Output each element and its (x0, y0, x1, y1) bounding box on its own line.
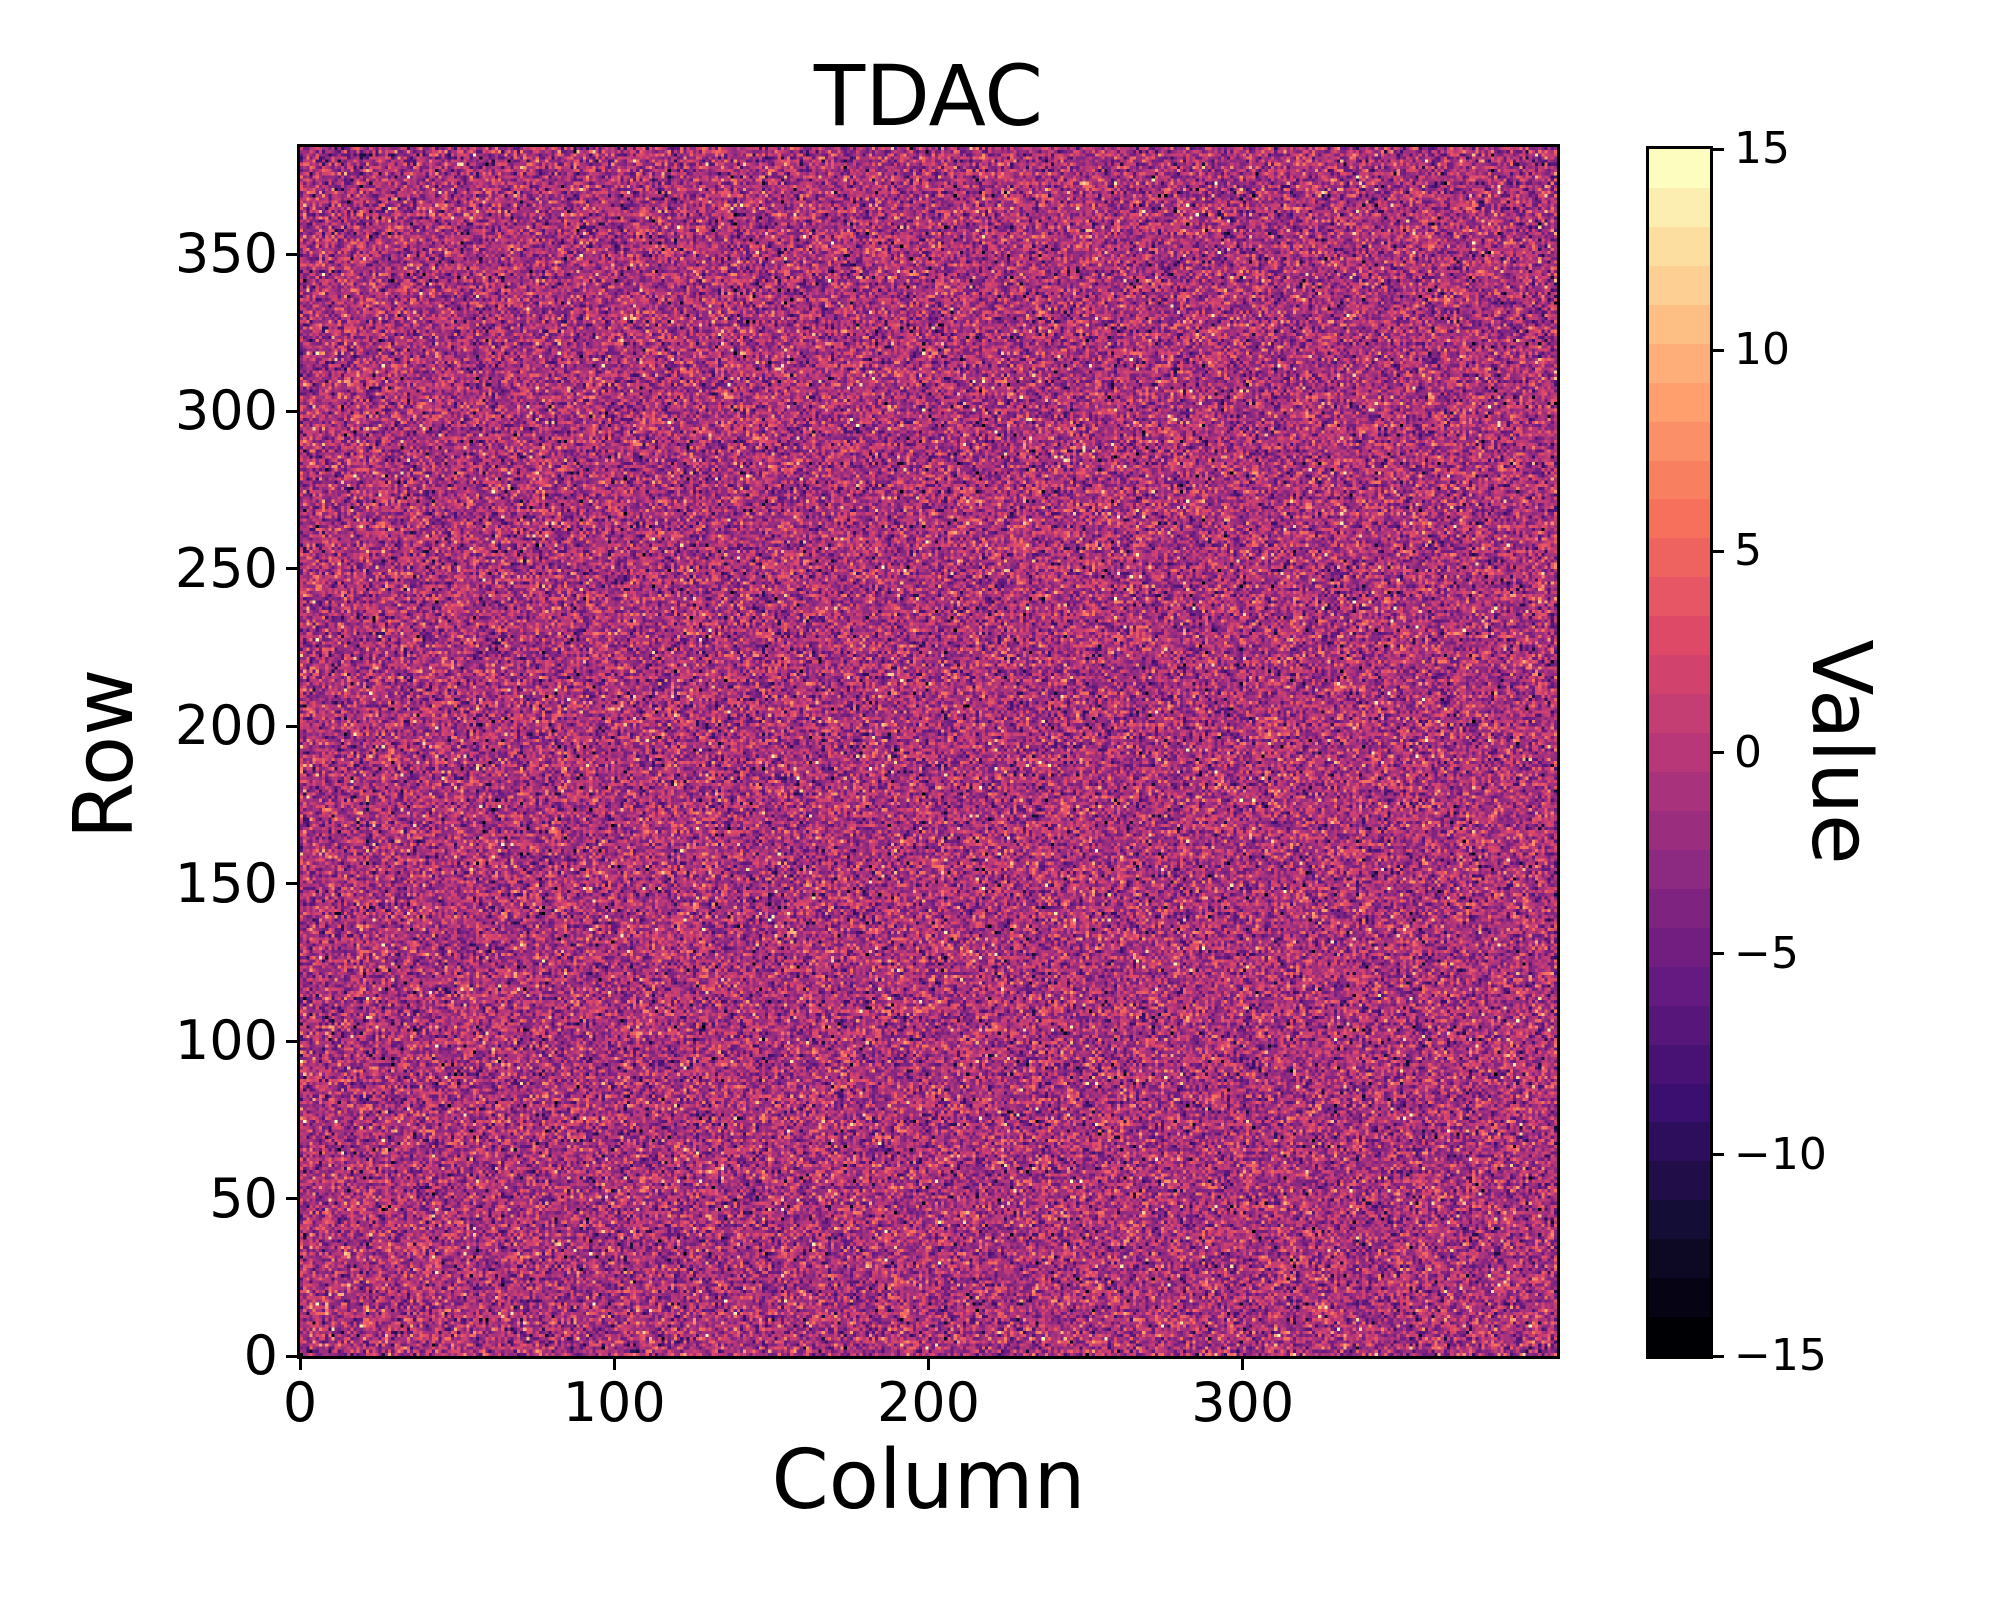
y-tick-mark (286, 567, 300, 571)
colorbar-segment (1649, 888, 1710, 928)
colorbar-segment (1649, 187, 1710, 227)
colorbar-tick-mark (1710, 1354, 1724, 1358)
colorbar-tick-label: 15 (1734, 123, 1790, 174)
colorbar-label: Value (1793, 639, 1888, 865)
y-tick-label: 300 (174, 379, 278, 443)
x-tick-label: 300 (1191, 1371, 1295, 1434)
colorbar-tick-label: 0 (1734, 726, 1762, 778)
colorbar-segment (1649, 1278, 1710, 1318)
y-tick-mark (286, 724, 300, 728)
colorbar-segment (1649, 149, 1710, 188)
colorbar-segment (1649, 460, 1710, 500)
colorbar-segment (1649, 1239, 1710, 1279)
colorbar-segment (1649, 1122, 1710, 1162)
colorbar-segment (1649, 304, 1710, 344)
colorbar-tick-label: −10 (1734, 1128, 1827, 1180)
y-tick-mark (286, 1039, 300, 1043)
y-tick-mark (286, 882, 300, 886)
x-axis-label: Column (771, 1433, 1086, 1528)
colorbar-segment (1649, 1161, 1710, 1201)
y-tick-mark (286, 252, 300, 256)
colorbar-segment (1649, 772, 1710, 811)
colorbar-segment (1649, 538, 1710, 578)
colorbar-segment (1649, 1083, 1710, 1123)
colorbar-segment (1649, 655, 1710, 695)
colorbar-segment (1649, 421, 1710, 461)
x-tick-mark (612, 1356, 616, 1370)
heatmap-image (300, 147, 1557, 1356)
y-axis-label: Row (57, 668, 152, 840)
plot-title: TDAC (813, 47, 1044, 145)
colorbar-segment (1649, 1005, 1710, 1045)
colorbar-segment (1649, 1044, 1710, 1084)
colorbar-segment (1649, 810, 1710, 850)
heatmap-plot-area (297, 144, 1560, 1359)
y-tick-label: 250 (174, 536, 278, 600)
x-tick-mark (298, 1356, 302, 1370)
colorbar-segment (1649, 694, 1710, 734)
y-tick-label: 350 (174, 222, 278, 286)
y-tick-label: 100 (174, 1009, 278, 1073)
colorbar-segment (1649, 733, 1710, 772)
colorbar-tick-label: 10 (1734, 324, 1790, 376)
colorbar-segment (1649, 577, 1710, 617)
colorbar-segment (1649, 226, 1710, 266)
x-tick-label: 0 (282, 1371, 318, 1434)
colorbar-segment (1649, 849, 1710, 889)
x-tick-label: 100 (562, 1371, 666, 1434)
x-tick-mark (927, 1356, 930, 1370)
y-tick-mark (286, 1197, 300, 1201)
colorbar-segment (1649, 616, 1710, 656)
colorbar-segment (1649, 382, 1710, 422)
colorbar-segment (1649, 927, 1710, 967)
colorbar-tick-label: 5 (1734, 525, 1762, 577)
colorbar-segment (1649, 1317, 1710, 1357)
colorbar-segment (1649, 343, 1710, 383)
y-tick-label: 0 (243, 1324, 278, 1387)
colorbar-tick-label: −15 (1734, 1330, 1827, 1381)
colorbar (1646, 146, 1713, 1359)
colorbar-segment (1649, 1200, 1710, 1240)
colorbar-tick-mark (1710, 1153, 1724, 1157)
colorbar-tick-mark (1710, 348, 1724, 352)
colorbar-tick-mark (1710, 952, 1724, 956)
x-tick-label: 200 (876, 1371, 981, 1434)
colorbar-tick-label: −5 (1734, 927, 1799, 979)
x-tick-mark (1241, 1356, 1245, 1370)
colorbar-tick-mark (1710, 751, 1724, 754)
colorbar-segment (1649, 499, 1710, 539)
colorbar-tick-mark (1710, 147, 1724, 151)
y-tick-mark (286, 1354, 300, 1358)
y-tick-label: 50 (209, 1166, 278, 1230)
colorbar-segment (1649, 966, 1710, 1006)
colorbar-tick-mark (1710, 549, 1724, 553)
y-tick-label: 200 (174, 694, 278, 758)
y-tick-mark (286, 409, 300, 413)
colorbar-segment (1649, 265, 1710, 305)
y-tick-label: 150 (174, 851, 278, 915)
